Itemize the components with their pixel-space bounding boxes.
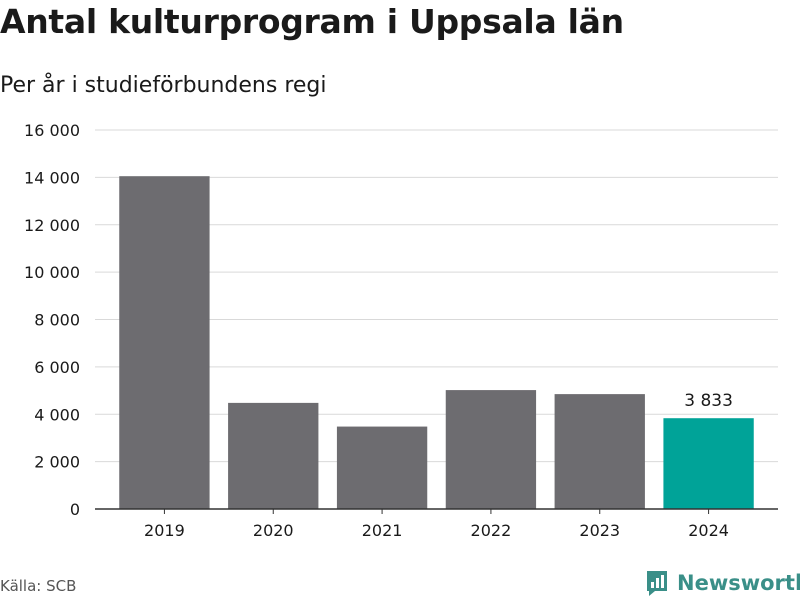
x-tick-label: 2019: [144, 521, 185, 540]
x-tick-label: 2024: [688, 521, 729, 540]
x-tick-label: 2021: [362, 521, 403, 540]
brand-name: Newsworthy: [677, 571, 800, 595]
bar-2024: [663, 418, 754, 509]
y-tick-label: 4 000: [34, 405, 80, 424]
y-tick-label: 16 000: [24, 121, 80, 140]
data-label: 3 833: [684, 391, 733, 411]
bar-2021: [336, 426, 428, 509]
bar-2019: [119, 176, 210, 510]
brand-logo: Newsworthy: [645, 569, 800, 597]
chart-subtitle: Per år i studieförbundens regi: [0, 73, 327, 98]
y-tick-label: 2 000: [34, 453, 80, 472]
y-tick-label: 14 000: [24, 168, 80, 187]
bar-2020: [228, 402, 319, 509]
y-tick-label: 8 000: [34, 311, 80, 330]
x-tick-label: 2023: [579, 521, 620, 540]
x-tick-label: 2020: [253, 521, 294, 540]
y-tick-label: 12 000: [24, 216, 80, 235]
chart-title: Antal kulturprogram i Uppsala län: [0, 2, 624, 41]
y-tick-label: 10 000: [24, 263, 80, 282]
source-note: Källa: SCB: [0, 577, 77, 595]
y-tick-label: 6 000: [34, 358, 80, 377]
bar-2023: [554, 394, 645, 509]
bar-2022: [445, 390, 537, 509]
newsworthy-logo-icon: [647, 571, 667, 596]
y-tick-label: 0: [70, 500, 80, 519]
x-tick-label: 2022: [471, 521, 512, 540]
